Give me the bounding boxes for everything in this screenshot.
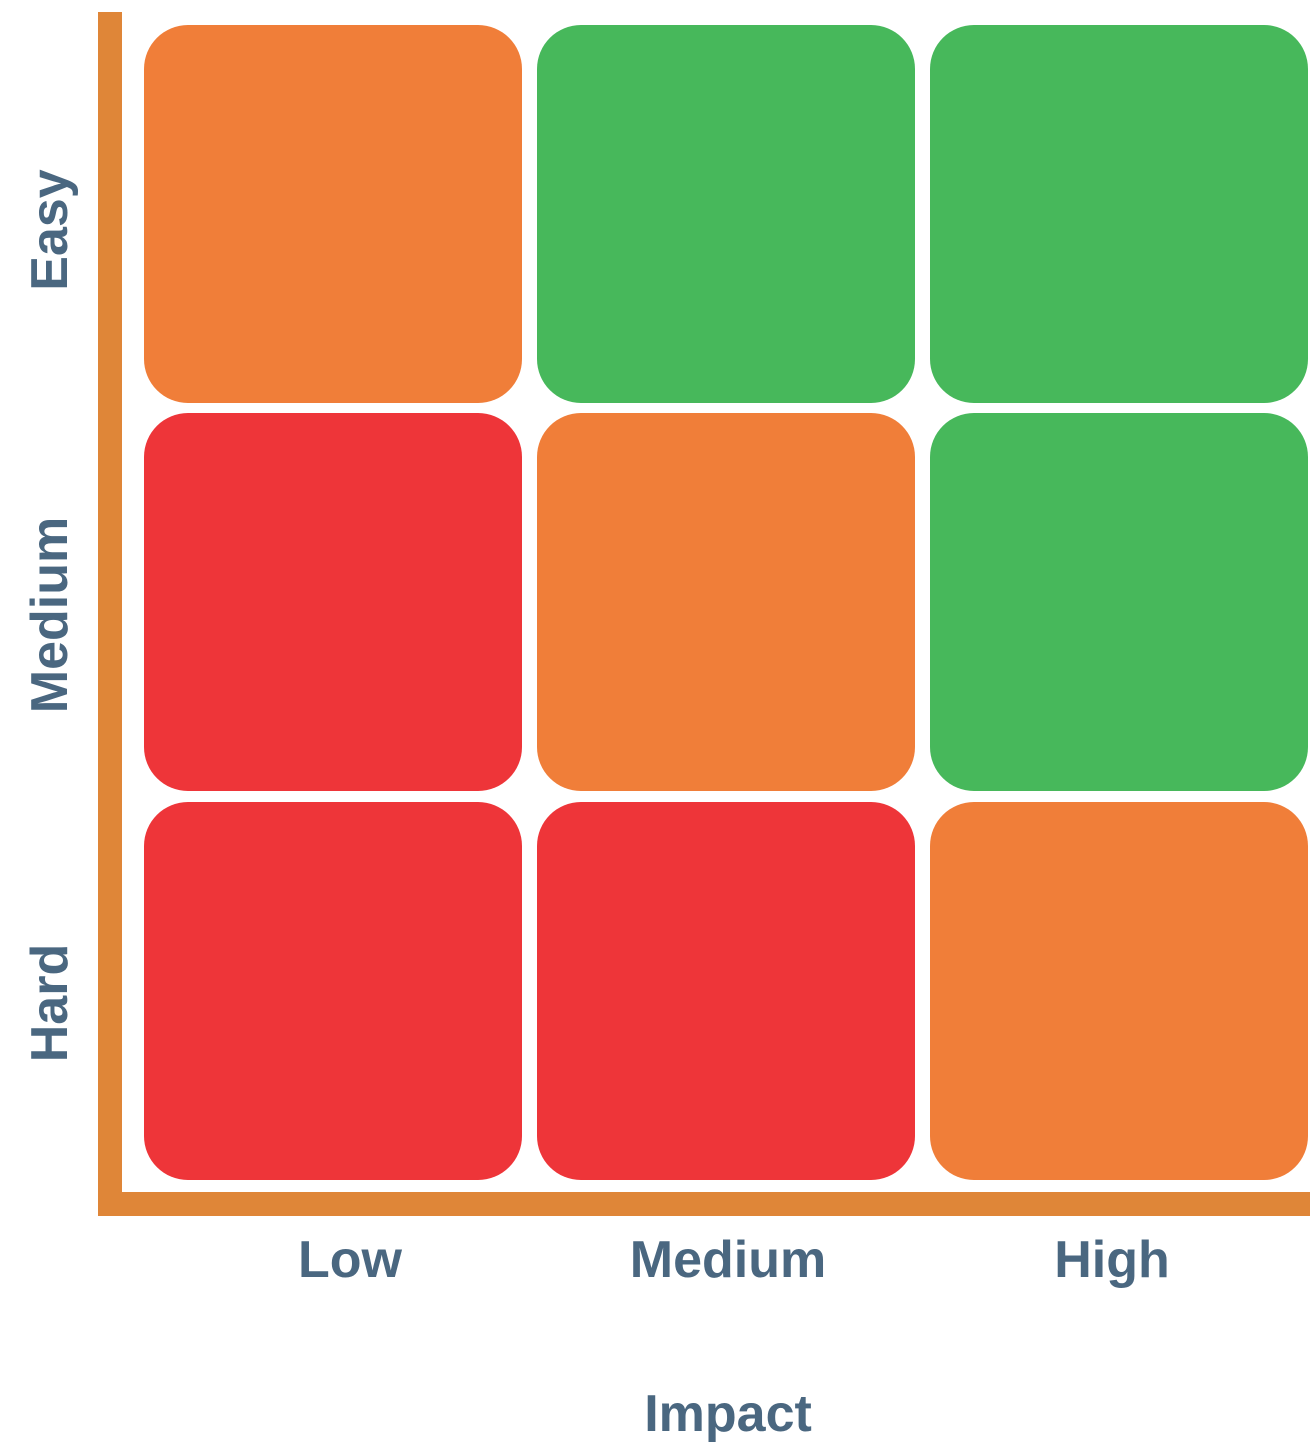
x-label-medium: Medium [629, 1231, 827, 1289]
cell-hard-high [930, 802, 1308, 1180]
x-axis-title: Impact [644, 1385, 812, 1443]
y-axis-line [98, 12, 122, 1216]
x-label-low: Low [298, 1231, 402, 1289]
y-label-easy: Easy [21, 169, 79, 291]
cell-easy-low [144, 25, 522, 403]
cell-easy-high [930, 25, 1308, 403]
cell-medium-high [930, 413, 1308, 791]
cell-medium-medium [537, 413, 915, 791]
x-label-high: High [1054, 1231, 1170, 1289]
cell-hard-medium [537, 802, 915, 1180]
cell-medium-low [144, 413, 522, 791]
cell-easy-medium [537, 25, 915, 403]
y-label-hard: Hard [21, 943, 79, 1063]
cell-hard-low [144, 802, 522, 1180]
y-label-medium: Medium [21, 516, 79, 714]
x-axis-line [98, 1192, 1310, 1216]
